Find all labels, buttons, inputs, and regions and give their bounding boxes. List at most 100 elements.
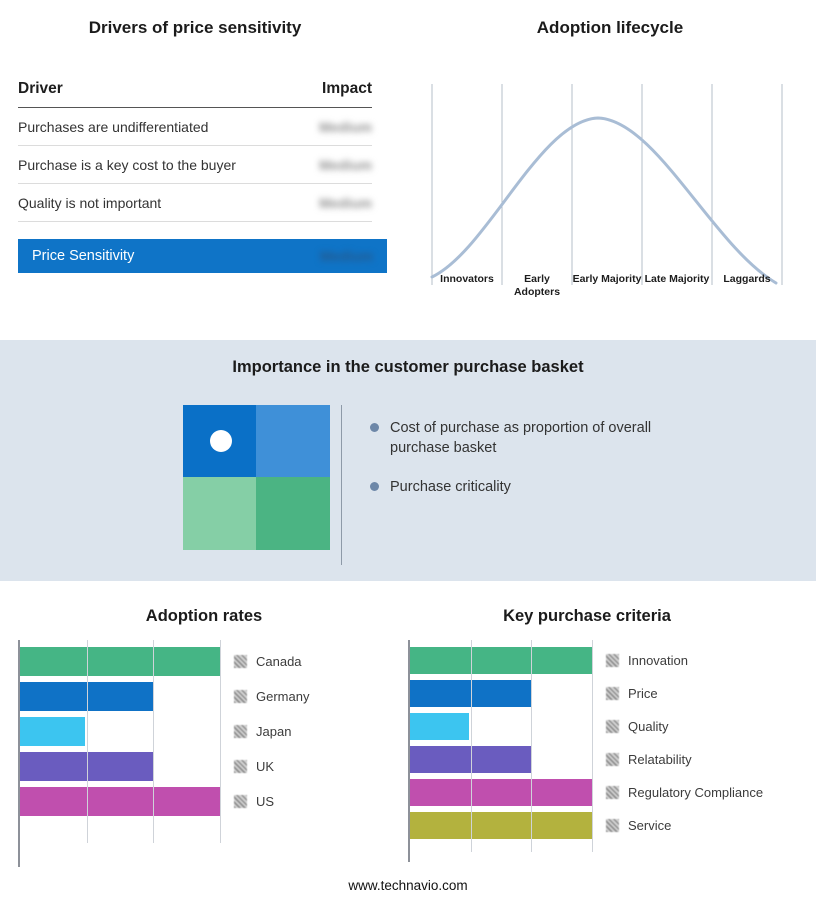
bar-row: Canada: [18, 644, 408, 679]
impact-value-blurred: Medium: [319, 195, 372, 211]
key-purchase-criteria-chart: Innovation Price Quality Relatability Regula…: [408, 640, 782, 862]
legend-item: Regulatory Compliance: [606, 785, 763, 800]
stage-label: Late Majority: [644, 273, 710, 285]
impact-column-header: Impact: [322, 80, 372, 97]
legend-swatch-icon: [606, 720, 619, 733]
bar-track: [408, 809, 592, 842]
bar-row: Quality: [408, 710, 782, 743]
drivers-title: Drivers of price sensitivity: [88, 18, 302, 37]
table-row: Purchases are undifferentiated Medium: [18, 108, 372, 146]
bar-japan: [18, 717, 86, 746]
bar-quality: [408, 713, 470, 740]
legend-swatch-icon: [234, 655, 247, 668]
adoption-rates-block: Adoption rates Canada Germany Japan UK US: [0, 607, 408, 867]
quadrant-bl: [183, 477, 256, 550]
price-sensitivity-label: Price Sensitivity: [32, 248, 135, 264]
bar-relatability: [408, 746, 531, 773]
driver-column-header: Driver: [18, 80, 63, 97]
bar-row: Service: [408, 809, 782, 842]
quadrant-tr: [256, 405, 330, 477]
bullet-text: Purchase criticality: [390, 479, 511, 495]
legend-item: Relatability: [606, 752, 692, 767]
legend-swatch-icon: [606, 753, 619, 766]
legend-item: Price: [606, 686, 658, 701]
legend-item: US: [234, 794, 274, 809]
adoption-lifecycle-panel: Adoption lifecycle Innovators Early Adop…: [420, 0, 800, 315]
bar-row: Innovation: [408, 644, 782, 677]
impact-value-blurred: Medium: [319, 157, 372, 173]
adoption-rates-chart: Canada Germany Japan UK US: [18, 640, 408, 867]
lifecycle-title: Adoption lifecycle: [536, 18, 684, 37]
bar-track: [18, 784, 220, 819]
legend-item: Service: [606, 818, 671, 833]
price-sensitivity-bar: Price Sensitivity Medium: [18, 239, 387, 273]
basket-band: Importance in the customer purchase bask…: [0, 340, 816, 581]
quadrant-br: [256, 477, 330, 550]
purchase-basket-quadrant: [183, 405, 330, 550]
bar-track: [18, 644, 220, 679]
legend-swatch-icon: [606, 687, 619, 700]
stage-label: Early Majority: [572, 273, 642, 285]
position-marker-dot: [210, 430, 232, 452]
legend-swatch-icon: [234, 725, 247, 738]
legend-swatch-icon: [234, 795, 247, 808]
bar-track: [18, 714, 220, 749]
driver-label: Purchase is a key cost to the buyer: [18, 157, 236, 173]
top-section: Drivers of price sensitivity Driver Impa…: [0, 0, 816, 340]
impact-value-blurred: Medium: [320, 248, 373, 264]
stage-label: Early Adopters: [513, 273, 561, 299]
bar-uk: [18, 752, 153, 781]
lifecycle-curve: [430, 116, 778, 285]
bottom-section: Adoption rates Canada Germany Japan UK US Ke…: [0, 581, 816, 902]
list-item: Purchase criticality: [370, 477, 655, 497]
table-row: Quality is not important Medium: [18, 184, 372, 222]
drivers-table-header: Driver Impact: [18, 80, 372, 108]
legend-label: Japan: [256, 724, 292, 739]
bar-innovation: [408, 647, 592, 674]
bar-us: [18, 787, 220, 816]
bar-track: [18, 679, 220, 714]
bar-regulatory-compliance: [408, 779, 592, 806]
price-sensitivity-panel: Drivers of price sensitivity Driver Impa…: [18, 0, 387, 273]
legend-swatch-icon: [606, 819, 619, 832]
bar-row: UK: [18, 749, 408, 784]
legend-label: Service: [628, 818, 672, 833]
legend-label: UK: [256, 759, 275, 774]
bar-track: [408, 710, 592, 743]
bullet-text: Cost of purchase as proportion of overal…: [390, 420, 652, 456]
bar-price: [408, 680, 531, 707]
legend-swatch-icon: [234, 760, 247, 773]
bullet-icon: [370, 482, 379, 491]
legend-swatch-icon: [606, 654, 619, 667]
lifecycle-stage-labels: Innovators Early Adopters Early Majority…: [432, 273, 782, 299]
bar-row: US: [18, 784, 408, 819]
legend-item: Germany: [234, 689, 309, 704]
bullet-icon: [370, 423, 379, 432]
legend-label: US: [256, 794, 275, 809]
bar-track: [408, 776, 592, 809]
legend-label: Price: [628, 686, 658, 701]
bar-canada: [18, 647, 220, 676]
legend-label: Germany: [256, 689, 310, 704]
legend-label: Quality: [628, 719, 669, 734]
legend-item: Canada: [234, 654, 302, 669]
key-purchase-criteria-title: Key purchase criteria: [503, 607, 671, 625]
legend-swatch-icon: [234, 690, 247, 703]
stage-label: Laggards: [723, 273, 771, 285]
adoption-rates-title: Adoption rates: [145, 607, 263, 625]
bar-track: [408, 644, 592, 677]
basket-title: Importance in the customer purchase bask…: [232, 358, 584, 376]
legend-label: Regulatory Compliance: [628, 785, 764, 800]
impact-value-blurred: Medium: [319, 119, 372, 135]
lifecycle-gridlines: [431, 84, 783, 285]
bar-row: Regulatory Compliance: [408, 776, 782, 809]
legend-label: Innovation: [628, 653, 688, 668]
quadrant-axis-line: [341, 405, 342, 565]
lifecycle-curve-svg: [430, 84, 783, 285]
stage-label: Innovators: [440, 273, 494, 285]
table-row: Purchase is a key cost to the buyer Medi…: [18, 146, 372, 184]
bar-row: Germany: [18, 679, 408, 714]
legend-item: Quality: [606, 719, 668, 734]
list-item: Cost of purchase as proportion of overal…: [370, 418, 655, 458]
